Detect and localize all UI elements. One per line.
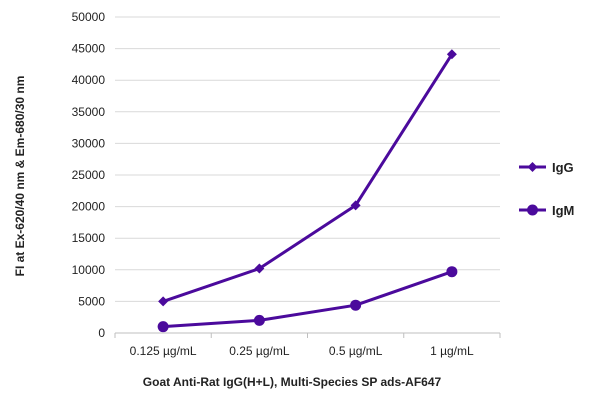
y-tick-label: 35000 <box>72 105 106 119</box>
series-line-IgM <box>163 270 453 329</box>
data-point-IgG <box>446 49 457 60</box>
x-tick-label: 1 µg/mL <box>430 344 474 358</box>
series-IgG <box>158 49 457 307</box>
series-IgM <box>157 266 458 333</box>
y-tick-label: 50000 <box>72 10 106 24</box>
data-point-IgM <box>350 299 362 311</box>
y-tick-label: 20000 <box>72 200 106 214</box>
y-tick-label: 30000 <box>72 136 106 150</box>
x-axis-title: Goat Anti-Rat IgG(H+L), Multi-Species SP… <box>143 375 442 389</box>
y-tick-label: 5000 <box>78 294 105 308</box>
data-point-IgG <box>350 200 361 211</box>
data-point-IgG <box>158 296 169 307</box>
data-point-IgM <box>157 321 169 333</box>
y-tick-label: 40000 <box>72 73 106 87</box>
x-tick-label: 0.125 µg/mL <box>130 344 197 358</box>
legend-marker <box>527 204 538 216</box>
data-point-IgM <box>446 266 458 278</box>
x-axis-ticks: 0.125 µg/mL 0.25 µg/mL 0.5 µg/mL 1 µg/mL <box>130 344 474 358</box>
x-tick-label: 0.25 µg/mL <box>229 344 290 358</box>
legend-label: IgG <box>552 160 574 175</box>
y-axis-title: FI at Ex-620/40 nm & Em-680/30 nm <box>13 76 27 277</box>
legend-entry-IgG: IgG <box>519 160 574 175</box>
y-tick-label: 0 <box>98 326 105 340</box>
legend-label: IgM <box>552 203 574 218</box>
y-tick-label: 10000 <box>72 263 106 277</box>
gridlines <box>114 16 501 338</box>
y-tick-label: 25000 <box>72 168 106 182</box>
legend-entry-IgM: IgM <box>519 203 574 218</box>
data-point-IgG <box>254 263 265 274</box>
legend-marker <box>527 162 538 172</box>
series-line-IgG <box>162 53 454 303</box>
legend: IgG IgM <box>519 160 574 218</box>
y-tick-label: 45000 <box>72 42 106 56</box>
y-axis-ticks: 0 5000 10000 15000 20000 25000 30000 35000 40000… <box>72 10 106 340</box>
data-point-IgM <box>253 314 265 326</box>
y-tick-label: 15000 <box>72 231 106 245</box>
x-tick-label: 0.5 µg/mL <box>329 344 383 358</box>
series-layer <box>157 49 458 333</box>
